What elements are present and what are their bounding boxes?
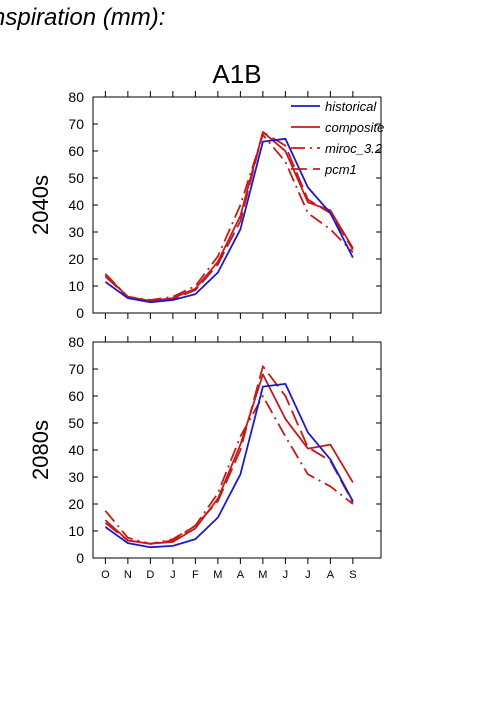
chart-title: A1B	[212, 59, 261, 89]
series-line-historical	[104, 382, 354, 549]
y-tick-label: 60	[68, 388, 84, 404]
page-title: nspiration (mm):	[0, 4, 166, 31]
series-line-pcm1	[104, 365, 354, 545]
x-tick-label: D	[146, 569, 154, 581]
x-tick-label: J	[170, 569, 176, 581]
legend-label: composite	[325, 120, 384, 135]
y-tick-label: 30	[68, 224, 84, 240]
x-tick-label: S	[349, 569, 356, 581]
legend-label: pcm1	[324, 162, 357, 177]
y-tick-label: 70	[68, 116, 84, 132]
y-tick-label: 50	[68, 415, 84, 431]
x-tick-label: N	[124, 569, 132, 581]
y-tick-label: 70	[68, 361, 84, 377]
series-line-miroc-3-2	[104, 133, 354, 301]
x-tick-label: A	[237, 569, 245, 581]
y-tick-label: 0	[76, 305, 84, 321]
y-axis-label: 2080s	[28, 420, 53, 480]
x-tick-label: O	[101, 569, 110, 581]
y-tick-label: 40	[68, 197, 84, 213]
legend: historical composite miroc_3.2 pcm1	[291, 99, 384, 177]
x-tick-label: A	[327, 569, 335, 581]
y-tick-label: 30	[68, 469, 84, 485]
y-tick-label: 40	[68, 442, 84, 458]
x-tick-label: M	[258, 569, 267, 581]
y-tick-label: 50	[68, 170, 84, 186]
x-tick-label: F	[192, 569, 199, 581]
chart-panel: 0 10 20 30 40 50 60 70 80 A1B 2040s historical compo…	[28, 59, 384, 321]
y-tick-label: 80	[68, 89, 84, 105]
series-line-historical	[104, 137, 354, 304]
x-tick-label: J	[305, 569, 311, 581]
y-axis-label: 2040s	[28, 175, 53, 235]
series-line-composite	[104, 131, 354, 302]
x-tick-label: J	[283, 569, 289, 581]
chart-panel: 0 10 20 30 40 50 60 70 80 O N D J F M A M J J A S 2080s	[28, 334, 382, 581]
y-tick-label: 10	[68, 278, 84, 294]
y-tick-label: 20	[68, 496, 84, 512]
y-tick-label: 0	[76, 550, 84, 566]
legend-label: miroc_3.2	[325, 141, 383, 156]
legend-label: historical	[325, 99, 377, 114]
x-tick-label: M	[213, 569, 222, 581]
y-tick-label: 60	[68, 143, 84, 159]
y-tick-label: 80	[68, 334, 84, 350]
series-line-composite	[104, 373, 354, 545]
y-tick-label: 10	[68, 523, 84, 539]
plot-frame	[92, 341, 382, 559]
y-tick-label: 20	[68, 251, 84, 267]
series-line-pcm1	[104, 131, 354, 303]
